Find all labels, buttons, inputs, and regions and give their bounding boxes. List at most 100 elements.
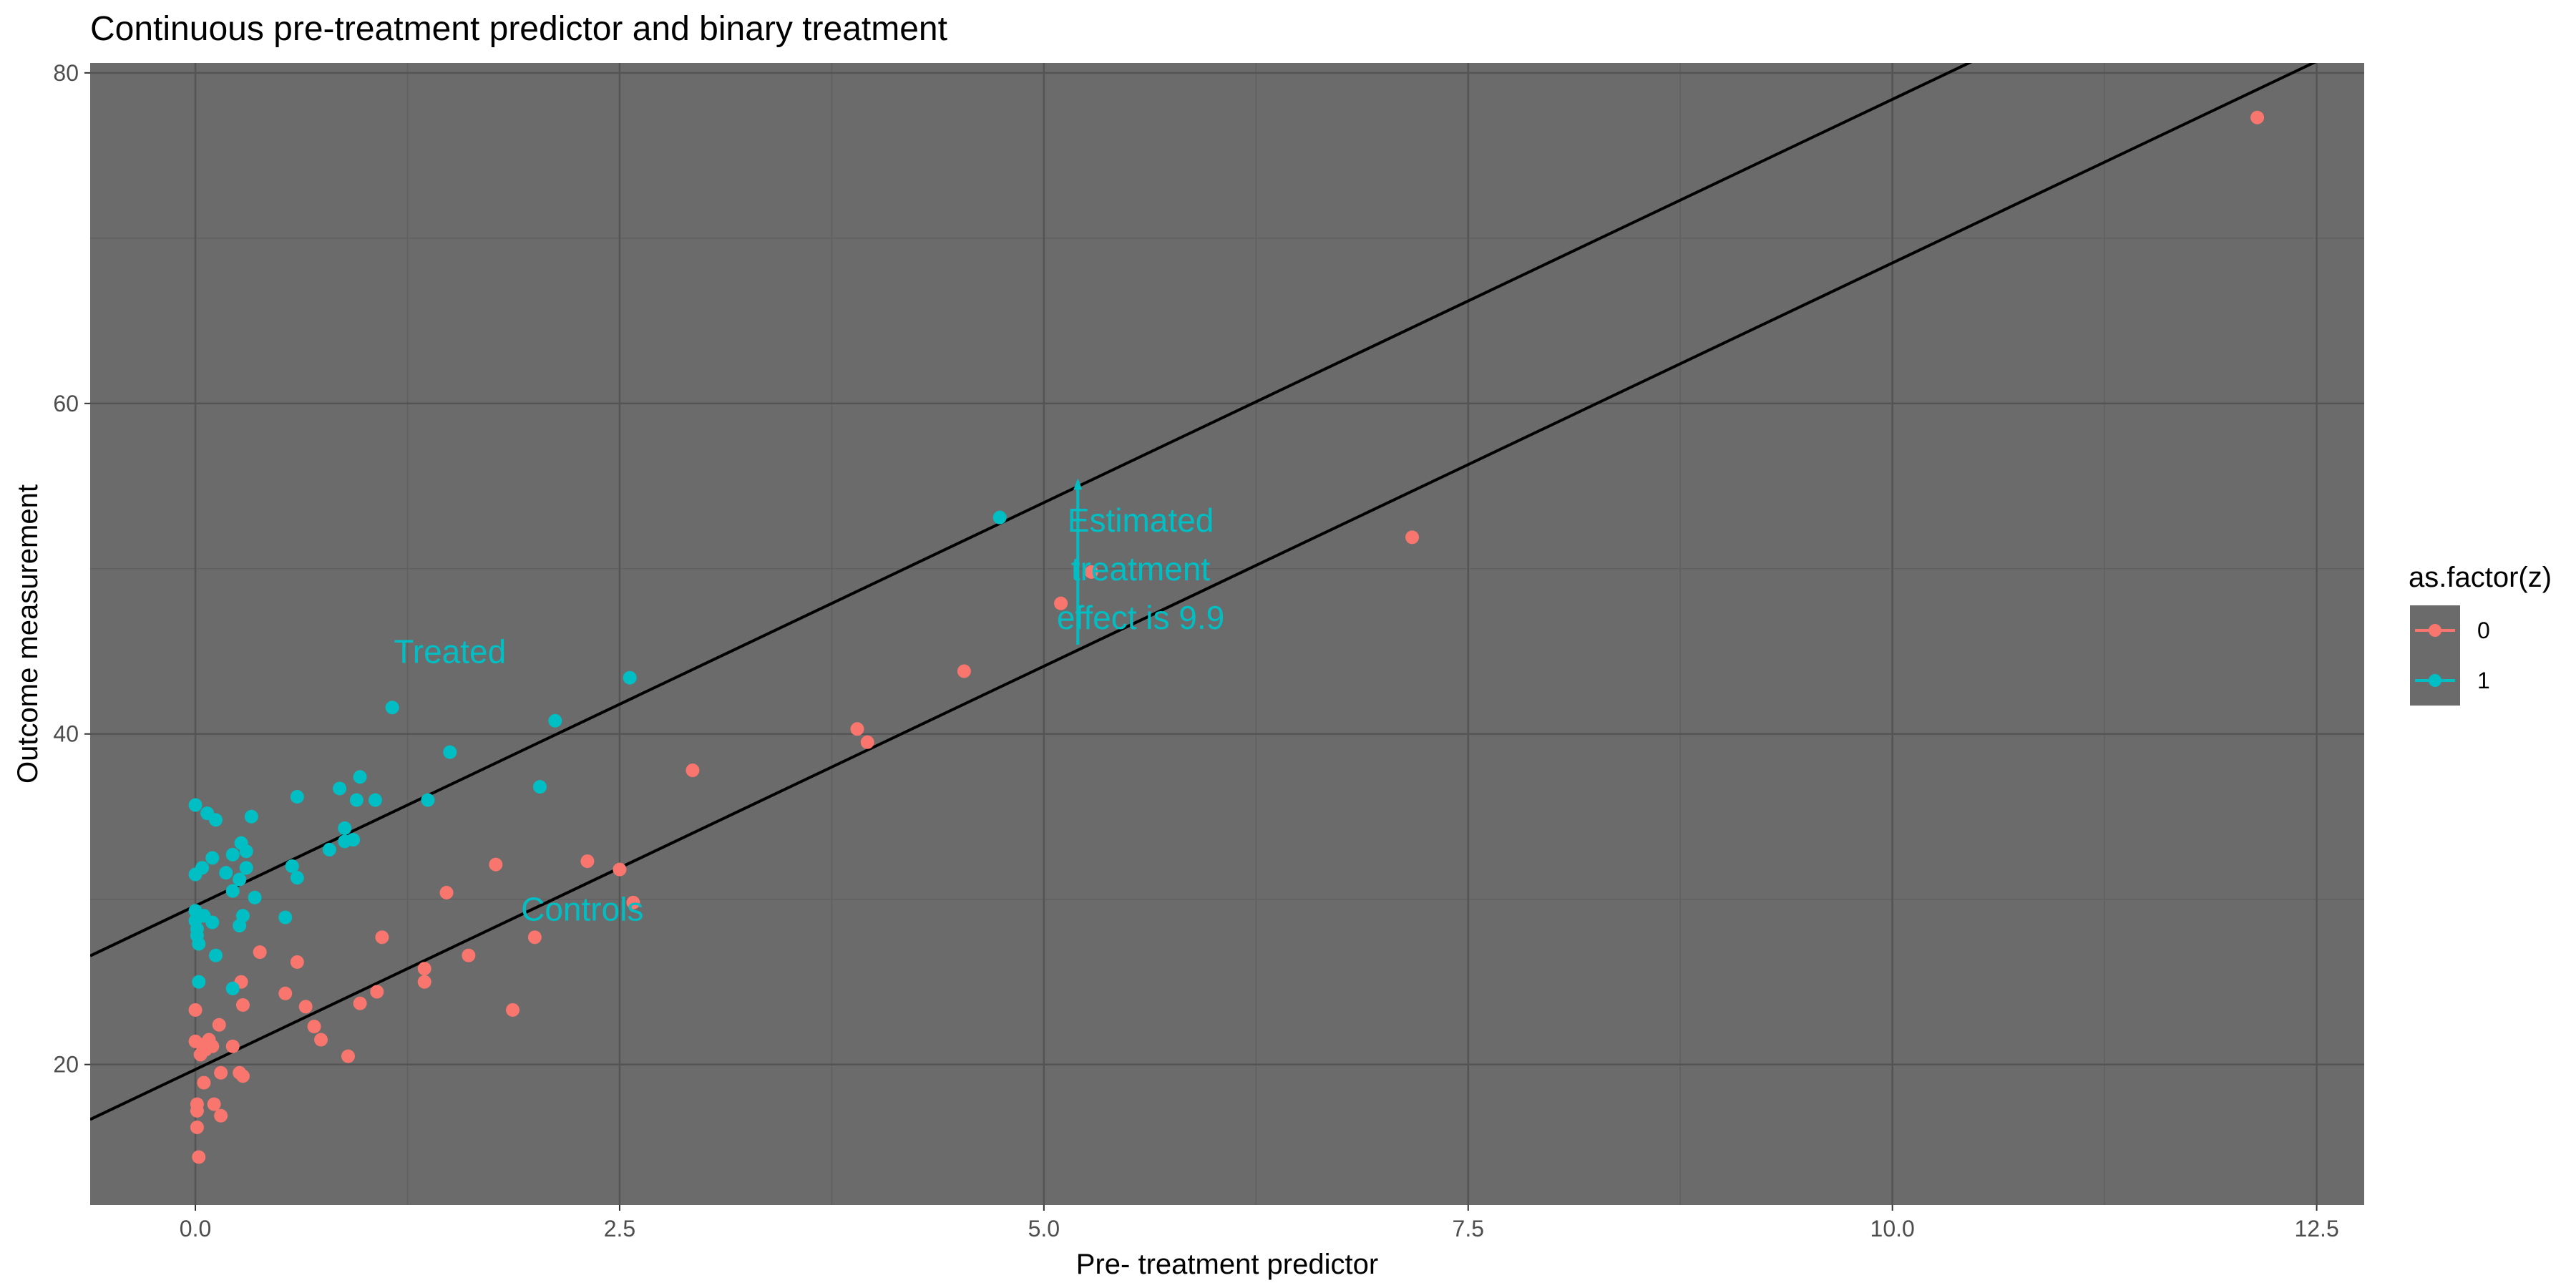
y-tick-label: 80: [53, 60, 79, 86]
data-point-group-0: [214, 1108, 228, 1123]
data-point-group-1: [285, 859, 299, 874]
data-point-group-1: [192, 975, 206, 989]
data-point-group-1: [421, 793, 435, 807]
x-tick-label: 2.5: [604, 1216, 635, 1241]
data-point-group-1: [195, 861, 210, 875]
data-point-group-1: [290, 790, 304, 804]
annotation-text: Estimated treatment effect is 9.9: [1057, 502, 1224, 636]
data-point-group-1: [278, 910, 293, 924]
data-point-group-1: [205, 915, 220, 930]
data-point-group-0: [190, 1120, 204, 1134]
data-point-group-1: [385, 701, 399, 715]
data-point-group-0: [375, 930, 389, 945]
data-point-group-1: [209, 813, 223, 827]
annotation-line: effect is 9.9: [1057, 599, 1224, 636]
data-point-group-0: [207, 1097, 221, 1111]
data-point-group-0: [307, 1020, 321, 1034]
y-axis-title: Outcome measurement: [12, 484, 44, 784]
data-point-group-0: [314, 1033, 328, 1047]
data-point-group-0: [205, 1039, 220, 1053]
x-axis-ticks: 0.0 2.5 5.0 7.5 10.0 12.5: [180, 1205, 2339, 1241]
annotation-line: Treated: [394, 633, 506, 670]
x-tick-label: 7.5: [1453, 1216, 1484, 1241]
data-point-group-0: [190, 1103, 204, 1118]
x-tick-label: 0.0: [180, 1216, 211, 1241]
treated-fit-line: [90, 63, 1973, 957]
data-point-group-0: [580, 854, 595, 869]
data-point-group-0: [2250, 110, 2265, 125]
data-point-group-1: [992, 510, 1007, 525]
data-point-group-1: [623, 670, 637, 685]
plot-panel: [90, 63, 2364, 1205]
data-point-group-0: [850, 722, 864, 736]
annotation-line: Estimated: [1068, 502, 1214, 539]
data-point-group-1: [333, 781, 347, 796]
data-point-group-0: [506, 1002, 520, 1017]
data-point-group-0: [197, 1075, 211, 1090]
fit-lines: [90, 63, 2317, 1121]
data-point-group-0: [188, 1002, 203, 1017]
data-point-group-0: [235, 998, 250, 1013]
legend-key-point: [2429, 624, 2441, 637]
data-point-group-1: [205, 851, 220, 865]
y-axis-ticks: 20 40 60 80: [53, 60, 90, 1078]
data-point-group-0: [212, 1018, 226, 1032]
x-tick-label: 12.5: [2294, 1216, 2338, 1241]
legend: as.factor(z) 01: [2409, 562, 2552, 706]
data-point-group-1: [239, 861, 253, 875]
data-point-group-0: [214, 1065, 228, 1080]
y-tick-label: 60: [53, 391, 79, 416]
y-tick-label: 20: [53, 1052, 79, 1078]
data-point-group-1: [225, 847, 240, 862]
x-tick-label: 10.0: [1870, 1216, 1915, 1241]
data-point-group-1: [532, 780, 547, 794]
annotation-line: treatment: [1071, 550, 1211, 587]
data-point-group-1: [338, 821, 352, 835]
legend-label: 1: [2477, 668, 2490, 693]
data-points: [188, 110, 2265, 1164]
legend-title: as.factor(z): [2409, 562, 2552, 593]
annotation-line: Controls: [521, 891, 643, 928]
data-point-group-1: [235, 909, 250, 923]
data-point-group-1: [368, 793, 382, 807]
y-tick-label: 40: [53, 721, 79, 747]
data-point-group-0: [341, 1049, 355, 1063]
data-point-group-1: [209, 948, 223, 962]
data-point-group-0: [527, 930, 542, 945]
data-point-group-0: [353, 996, 367, 1010]
data-point-group-1: [225, 981, 240, 995]
data-point-group-1: [349, 793, 364, 807]
data-point-group-1: [248, 890, 262, 904]
data-point-group-0: [253, 945, 267, 960]
data-point-group-1: [188, 798, 203, 812]
data-point-group-0: [686, 763, 700, 778]
data-point-group-0: [626, 895, 640, 909]
data-point-group-0: [290, 955, 304, 969]
data-point-group-0: [489, 857, 503, 872]
data-point-group-1: [322, 842, 336, 857]
data-point-group-0: [370, 985, 384, 999]
data-point-group-0: [225, 1039, 240, 1053]
data-point-group-1: [290, 871, 304, 885]
data-point-group-0: [1084, 565, 1098, 579]
data-point-group-0: [417, 962, 431, 976]
annotations: Treated Controls Estimated treatment effect …: [394, 502, 1224, 928]
data-point-group-0: [235, 1069, 250, 1083]
data-point-group-0: [192, 1150, 206, 1164]
data-point-group-1: [225, 884, 240, 898]
legend-key-point: [2429, 674, 2441, 687]
data-point-group-1: [353, 770, 367, 784]
x-tick-label: 5.0: [1028, 1216, 1060, 1241]
effect-arrowhead: [1073, 478, 1083, 490]
data-point-group-0: [613, 862, 627, 877]
data-point-group-0: [298, 1000, 313, 1014]
data-point-group-0: [417, 975, 431, 989]
data-point-group-1: [346, 833, 361, 847]
data-point-group-1: [548, 713, 562, 728]
data-point-group-0: [860, 735, 874, 749]
control-fit-line: [90, 63, 2317, 1121]
data-point-group-0: [462, 948, 476, 962]
data-point-group-1: [233, 872, 247, 887]
data-point-group-1: [192, 937, 206, 951]
